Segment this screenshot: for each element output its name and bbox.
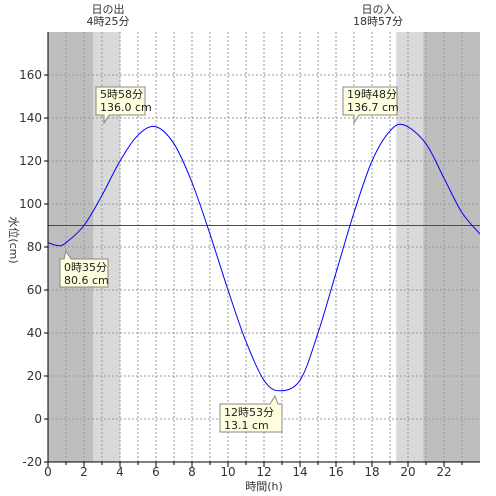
callout-high-1-value: 136.0 cm [100,101,152,114]
y-tick-label: 160 [19,68,42,82]
sunrise-title: 日の出 [92,2,125,16]
callout-low-1: 0時35分 80.6 cm [59,249,109,288]
callout-high-2-time: 19時48分 [347,88,397,101]
x-tick-label: 4 [116,465,124,479]
callout-low-2-value: 13.1 cm [224,419,269,432]
y-tick-label: 20 [27,369,42,383]
y-tick-label: 120 [19,154,42,168]
y-tick-label: 100 [19,197,42,211]
x-tick-label: 20 [400,465,415,479]
night-band-morning [48,32,94,462]
x-tick-label: 12 [256,465,271,479]
y-axis-label: 水位(cm) [7,216,21,263]
x-tick-label: 0 [44,465,52,479]
series-line-group [47,123,481,392]
sunset-time: 18時57分 [353,15,403,28]
tide-series-line [47,123,481,392]
callout-low-2-time: 12時53分 [224,406,274,419]
x-axis-label: 時間(h) [245,480,283,493]
callout-low-1-value: 80.6 cm [64,274,109,287]
x-tick-label: 10 [220,465,235,479]
x-tick-label: 2 [80,465,88,479]
y-tick-label: 60 [27,283,42,297]
callout-high-2-value: 136.7 cm [347,101,399,114]
x-tick-label: 6 [152,465,160,479]
x-tick-label: 14 [292,465,307,479]
x-tick-label: 18 [364,465,379,479]
y-tick-label: 80 [27,240,42,254]
sunset-title: 日の入 [362,3,395,16]
callout-high-1: 5時58分 136.0 cm [95,86,152,125]
y-tick-label: 140 [19,111,42,125]
callout-high-1-time: 5時58分 [100,88,143,101]
y-tick-label: -20 [22,455,42,469]
x-tick-label: 22 [436,465,451,479]
callout-high-2: 19時48分 136.7 cm [342,86,399,125]
callout-low-1-time: 0時35分 [64,261,107,274]
x-tick-label: 16 [328,465,343,479]
sunrise-time: 4時25分 [87,15,130,28]
x-tick-label: 8 [188,465,196,479]
y-tick-label: 0 [34,412,42,426]
callout-low-2: 12時53分 13.1 cm [219,394,283,433]
axes: 0 2 4 6 8 10 12 14 16 18 20 22-20020406080100120140… [19,32,480,479]
night-band-evening [423,32,480,462]
y-tick-label: 40 [27,326,42,340]
